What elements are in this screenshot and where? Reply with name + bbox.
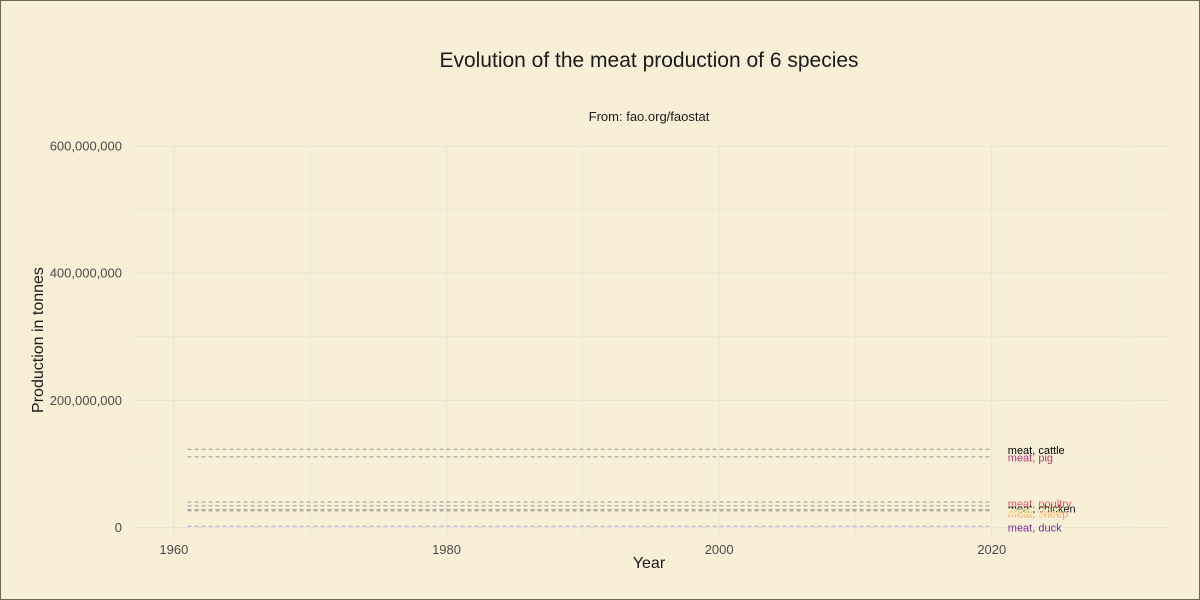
chart-subtitle: From: fao.org/faostat <box>589 109 710 124</box>
y-tick-label: 200,000,000 <box>50 393 122 408</box>
y-tick-label: 0 <box>115 520 122 535</box>
x-tick-label: 2020 <box>977 542 1006 557</box>
series-label: meat, poultry <box>1008 498 1072 510</box>
x-tick-label: 1960 <box>159 542 188 557</box>
series-label: meat, pig <box>1008 453 1053 465</box>
series-label: meat, chicken <box>1008 503 1076 515</box>
series-label: meat, duck <box>1008 522 1062 534</box>
x-tick-label: 1980 <box>432 542 461 557</box>
y-tick-label: 400,000,000 <box>50 266 122 281</box>
chart-title: Evolution of the meat production of 6 sp… <box>439 49 858 72</box>
axes: 0 200,000,000 400,000,000 600,000,000 1960 19… <box>50 139 1007 558</box>
x-tick-label: 2000 <box>705 542 734 557</box>
series-label: meat, cattle <box>1008 445 1065 457</box>
y-axis-title: Production in tonnes <box>30 267 47 413</box>
y-tick-label: 600,000,000 <box>50 139 122 154</box>
series-label: meat, goat <box>1008 505 1060 517</box>
grid <box>133 145 1169 537</box>
series-lines <box>187 448 992 527</box>
x-axis-title: Year <box>633 555 666 572</box>
series-label: meat, sheep <box>1008 508 1069 520</box>
